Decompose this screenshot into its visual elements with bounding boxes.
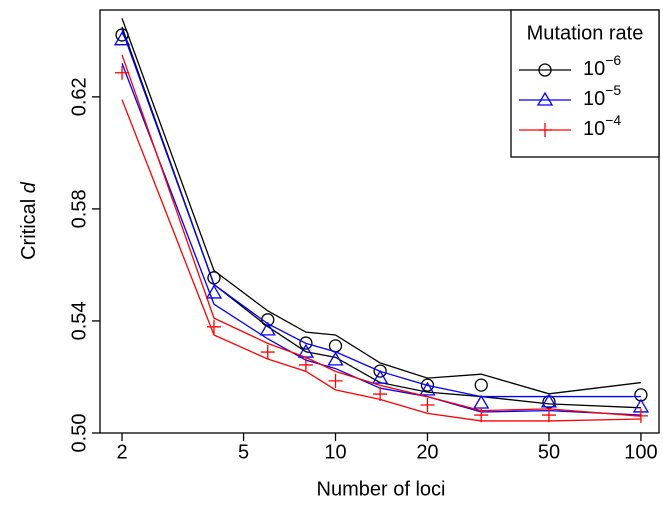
point bbox=[115, 28, 129, 42]
legend-label-base: 10 bbox=[583, 58, 605, 80]
point bbox=[260, 345, 275, 360]
legend-marker bbox=[538, 123, 552, 137]
point bbox=[113, 31, 131, 46]
legend-label-exponent: −5 bbox=[605, 82, 621, 98]
point bbox=[205, 284, 223, 299]
point bbox=[540, 393, 558, 408]
upper-line bbox=[121, 29, 641, 398]
legend-label-base: 10 bbox=[583, 88, 605, 110]
legend-box bbox=[510, 9, 660, 158]
x-tick-label: 5 bbox=[238, 441, 249, 463]
y-tick-label: 0.58 bbox=[68, 189, 90, 228]
plot-frame bbox=[99, 9, 660, 434]
point bbox=[633, 408, 648, 423]
y-axis-label-italic: d bbox=[18, 181, 40, 193]
upper-line bbox=[121, 18, 642, 395]
point bbox=[473, 394, 490, 409]
legend-label: 10−6 bbox=[583, 52, 621, 81]
legend-label-exponent: −6 bbox=[605, 52, 621, 68]
y-tick-label: 0.50 bbox=[68, 414, 90, 453]
lower-line bbox=[121, 26, 641, 409]
x-tick-label: 10 bbox=[324, 441, 346, 463]
legend-marker bbox=[538, 63, 552, 77]
x-axis-label: Number of loci bbox=[317, 478, 446, 500]
y-axis-label-text: Critical bbox=[18, 199, 40, 260]
point bbox=[474, 408, 489, 423]
legend-marker bbox=[536, 91, 554, 106]
point bbox=[474, 378, 488, 392]
legend-label-base: 10 bbox=[583, 118, 605, 140]
point bbox=[115, 65, 130, 80]
point bbox=[298, 357, 313, 372]
y-axis-label: Critical d bbox=[18, 181, 40, 260]
legend-title: Mutation rate bbox=[527, 22, 644, 44]
y-tick-label: 0.54 bbox=[68, 301, 90, 340]
point bbox=[327, 351, 344, 366]
x-tick-label: 100 bbox=[624, 441, 657, 463]
point bbox=[206, 319, 221, 334]
y-tick-label: 0.62 bbox=[68, 77, 90, 116]
point bbox=[420, 397, 435, 412]
point bbox=[420, 378, 435, 392]
point bbox=[299, 336, 313, 350]
x-tick-label: 50 bbox=[538, 441, 560, 463]
point bbox=[419, 381, 436, 396]
point bbox=[328, 373, 343, 388]
lower-line bbox=[121, 99, 641, 422]
point bbox=[372, 369, 389, 384]
x-tick-label: 20 bbox=[416, 441, 438, 463]
x-tick-label: 2 bbox=[116, 441, 127, 463]
point bbox=[373, 364, 387, 378]
upper-line bbox=[121, 54, 641, 417]
point bbox=[259, 321, 276, 336]
point bbox=[373, 387, 388, 402]
legend-label: 10−4 bbox=[583, 112, 621, 141]
legend-label-exponent: −4 bbox=[605, 112, 621, 128]
point bbox=[541, 408, 556, 423]
legend-label: 10−5 bbox=[583, 82, 621, 111]
